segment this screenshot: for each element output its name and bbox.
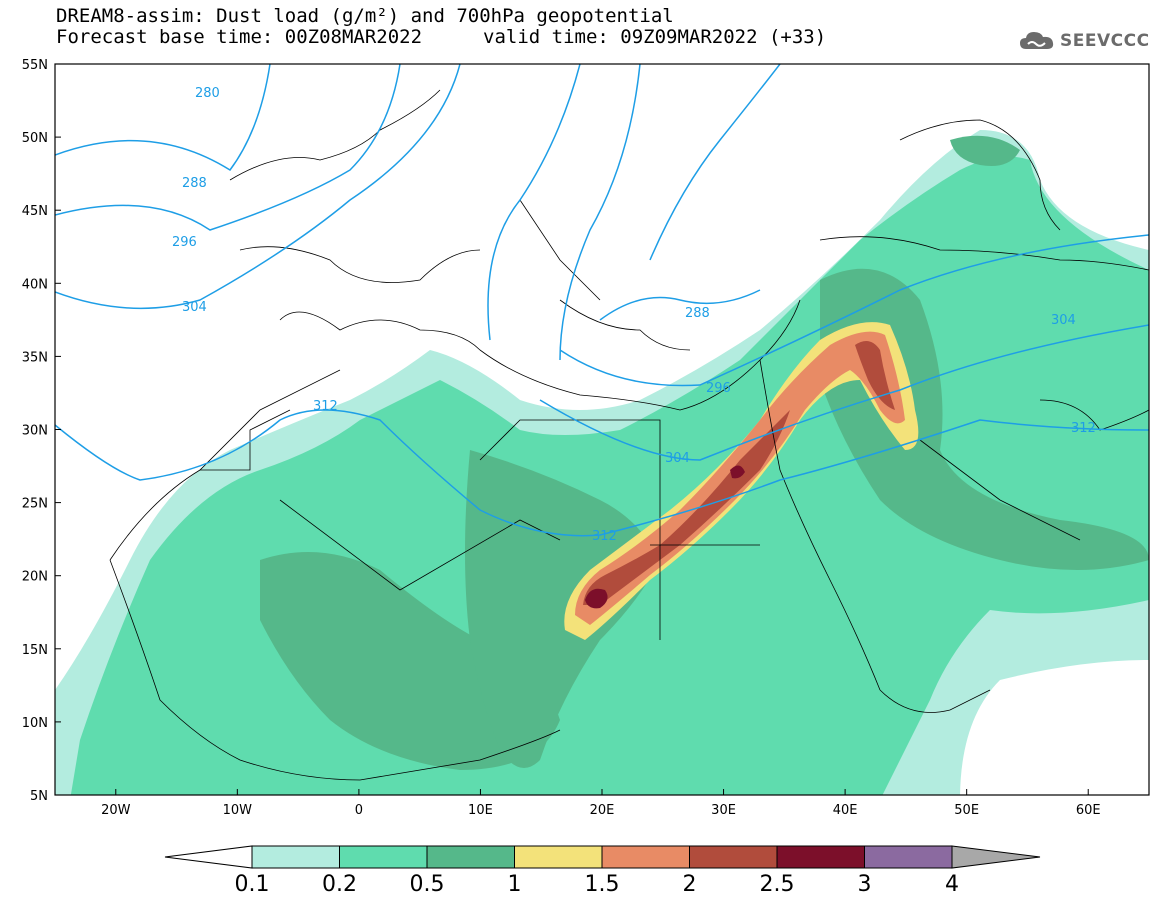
colorbar-label: 2.5 — [759, 872, 795, 897]
dust-field-2 — [583, 410, 790, 605]
dust-field-2.5 — [730, 465, 745, 479]
contour-label: 288 — [685, 306, 710, 321]
map-title: DREAM8-assim: Dust load (g/m²) and 700hP… — [56, 5, 674, 27]
lon-tick-label: 20E — [590, 803, 615, 818]
contour-label: 304 — [665, 451, 690, 466]
colorbar-label: 0.1 — [234, 872, 270, 897]
colorbar-label: 0.2 — [322, 872, 357, 897]
colorbar-segment — [514, 845, 603, 869]
colorbar-label: 2 — [682, 872, 697, 897]
contour-label: 312 — [592, 529, 617, 544]
dust-field-0.5 — [260, 552, 560, 770]
geopotential-contours — [55, 64, 1149, 537]
colorbar-label: 4 — [945, 872, 959, 897]
contour-label: 304 — [1051, 313, 1076, 328]
logo-text: SEEVCCC — [1060, 31, 1150, 51]
colorbar-min-arrow — [164, 845, 253, 869]
lat-tick-label: 25N — [22, 497, 48, 512]
coastlines — [109, 89, 1149, 781]
contour-label: 312 — [1071, 421, 1096, 436]
dust-field-0.5 — [950, 135, 1020, 166]
latitude-axis: 55N 50N 45N 40N 35N 30N 25N 20N 15N 10N 5N — [22, 58, 61, 804]
cloud-icon — [1020, 32, 1054, 49]
lat-tick-label: 50N — [22, 131, 48, 146]
contour-label: 304 — [182, 300, 207, 315]
lon-tick-label: 0 — [355, 803, 363, 818]
contour-labels: 280 288 296 304 312 288 296 304 312 304 … — [172, 86, 1096, 544]
lat-tick-label: 40N — [22, 277, 48, 292]
lat-tick-label: 45N — [22, 204, 48, 219]
dust-field-0.5 — [820, 268, 1149, 570]
dust-field-0.5 — [465, 450, 660, 768]
contour-label: 312 — [313, 399, 338, 414]
lat-tick-label: 5N — [30, 789, 48, 804]
colorbar-segment — [426, 845, 515, 869]
colorbar-label: 0.5 — [409, 872, 445, 897]
lat-tick-label: 35N — [22, 350, 48, 365]
colorbar — [164, 845, 1041, 869]
colorbar-segment — [601, 845, 690, 869]
colorbar-label: 3 — [857, 872, 872, 897]
lat-tick-label: 10N — [22, 716, 48, 731]
contour-label: 280 — [195, 86, 220, 101]
contour-label: 288 — [182, 176, 207, 191]
lon-tick-label: 40E — [833, 803, 858, 818]
colorbar-segment — [864, 845, 953, 869]
lon-tick-label: 20W — [101, 803, 131, 818]
valid-time: valid time: 09Z09MAR2022 (+33) — [483, 26, 827, 48]
lon-tick-label: 10W — [223, 803, 253, 818]
lon-tick-label: 30E — [711, 803, 736, 818]
lon-tick-label: 10E — [468, 803, 493, 818]
colorbar-label: 1 — [507, 872, 522, 897]
contour-label: 296 — [706, 381, 731, 396]
colorbar-segment — [251, 845, 340, 869]
lon-tick-label: 50E — [954, 803, 979, 818]
colorbar-label: 1.5 — [584, 872, 620, 897]
colorbar-segment — [689, 845, 778, 869]
lon-tick-label: 60E — [1076, 803, 1101, 818]
colorbar-max-arrow — [951, 845, 1041, 869]
forecast-base-time: Forecast base time: 00Z08MAR2022 — [56, 26, 423, 48]
dust-field-2 — [855, 341, 895, 410]
lat-tick-label: 20N — [22, 570, 48, 585]
seevccc-logo: SEEVCCC — [1018, 28, 1150, 54]
longitude-axis: 20W 10W 0 10E 20E 30E 40E 50E 60E — [101, 789, 1101, 818]
dust-fields — [55, 130, 1149, 795]
colorbar-segment — [339, 845, 428, 869]
dust-field-2.5 — [585, 588, 608, 609]
lat-tick-label: 15N — [22, 643, 48, 658]
lat-tick-label: 55N — [22, 58, 48, 73]
contour-label: 296 — [172, 235, 197, 250]
lat-tick-label: 30N — [22, 424, 48, 439]
colorbar-segment — [776, 845, 865, 869]
